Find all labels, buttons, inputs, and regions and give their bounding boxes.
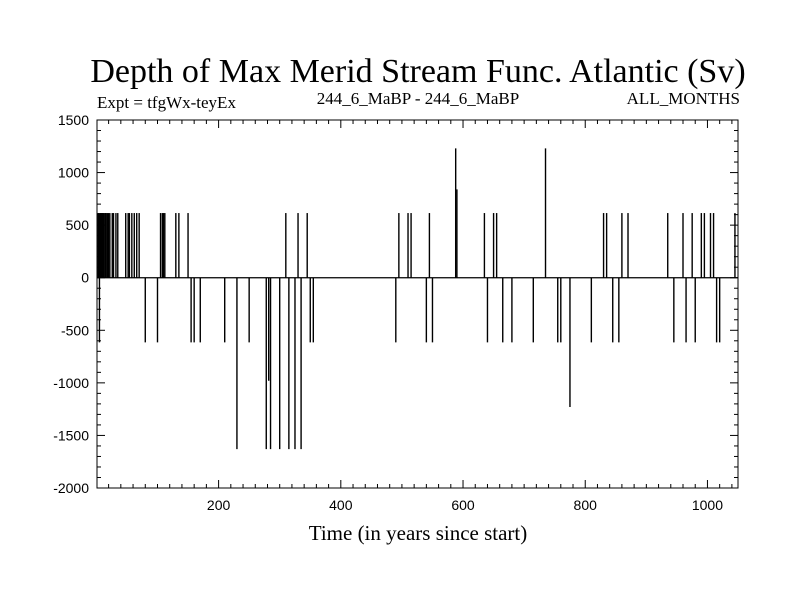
- y-tick-label: -2000: [53, 480, 89, 496]
- x-axis-label: Time (in years since start): [309, 521, 528, 545]
- x-tick-label: 800: [574, 497, 598, 513]
- y-tick-label: -1000: [53, 375, 89, 391]
- chart-title: Depth of Max Merid Stream Func. Atlantic…: [90, 53, 745, 90]
- y-tick-label: -1500: [53, 427, 89, 443]
- y-tick-label: 1500: [58, 112, 89, 128]
- plot-frame: [96, 119, 739, 489]
- x-tick-label: 400: [329, 497, 353, 513]
- y-tick-label: -500: [61, 322, 89, 338]
- y-tick-label: 500: [66, 217, 90, 233]
- subtitle-right: ALL_MONTHS: [627, 89, 740, 108]
- x-tick-label: 200: [207, 497, 231, 513]
- x-tick-label: 600: [451, 497, 475, 513]
- x-tick-label: 1000: [692, 497, 723, 513]
- y-tick-label: 0: [81, 270, 89, 286]
- axes: 1500 1000 500 0 -500 -1000 -1500 -2000 200 400 600…: [53, 112, 738, 513]
- subtitle-left: Expt = tfgWx-teyEx: [97, 93, 236, 112]
- data-series: [97, 148, 736, 450]
- subtitle-center: 244_6_MaBP - 244_6_MaBP: [317, 89, 519, 108]
- y-tick-label: 1000: [58, 165, 89, 181]
